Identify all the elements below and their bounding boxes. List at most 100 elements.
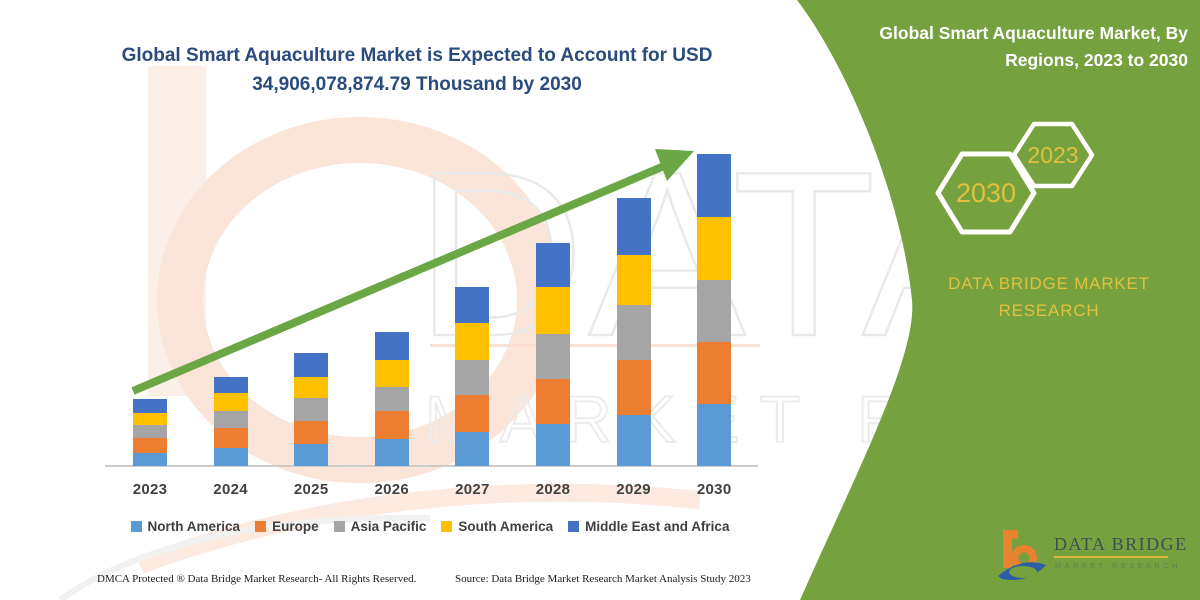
legend-swatch [255, 521, 267, 532]
x-axis-label-2025: 2025 [293, 481, 329, 498]
hexagon-2030 [935, 151, 1037, 235]
logo-subtitle: MARKET RESEARCH [1055, 561, 1181, 570]
brand-name: DATA BRIDGE MARKET RESEARCH [948, 274, 1150, 321]
logo-d-swoosh [998, 562, 1046, 581]
bar-segment-europe [294, 421, 329, 444]
legend-label: Asia Pacific [350, 519, 427, 534]
bar-segment-north-america [294, 444, 329, 466]
databridge-logo: DATA BRIDGE MARKET RESEARCH [996, 524, 1186, 588]
bar-segment-europe [133, 438, 167, 453]
x-axis-label-2023: 2023 [132, 481, 168, 498]
x-axis-label-2027: 2027 [455, 481, 490, 498]
bar-segment-asia-pacific [294, 398, 329, 421]
legend-label: Middle East and Africa [585, 519, 730, 534]
hexagon-badges: 2030 2023 [935, 121, 1095, 235]
logo-b-bowl-hole [1018, 552, 1030, 564]
legend-swatch [441, 521, 453, 532]
bar-segment-asia-pacific [455, 360, 490, 395]
bar-segment-north-america [697, 404, 732, 466]
right-panel-heading: Global Smart Aquaculture Market, By Regi… [879, 23, 1188, 71]
hexagon-2023-label: 2023 [1027, 142, 1078, 168]
bar-segment-middle-east-and-africa [616, 198, 651, 255]
logo-underline [1054, 556, 1168, 558]
bar-segment-north-america [616, 415, 651, 466]
watermark-logo-b-tail [430, 344, 760, 347]
logo-b-stem [1003, 530, 1018, 568]
bar-segment-middle-east-and-africa [294, 353, 329, 377]
x-axis-label-2029: 2029 [616, 481, 651, 498]
bar-segment-south-america [374, 360, 409, 387]
legend-swatch [568, 521, 580, 532]
green-panel-shape [797, 0, 1200, 600]
watermark-text-databridge: DATA BRIDGE [415, 122, 1200, 385]
bar-2023 [133, 399, 167, 466]
legend-item-north-america: North America [130, 519, 241, 534]
bar-segment-europe [697, 342, 732, 404]
logo-icon [998, 530, 1046, 581]
source-note: Source: Data Bridge Market Research Mark… [455, 573, 751, 585]
bar-segment-europe [374, 411, 409, 439]
watermark-logo-b-bowl [157, 117, 563, 483]
bar-segment-europe [213, 428, 248, 448]
legend-swatch [130, 521, 142, 532]
bar-segment-north-america [455, 432, 490, 466]
chart-title: Global Smart Aquaculture Market is Expec… [121, 45, 713, 95]
bar-segment-asia-pacific [133, 425, 167, 438]
bar-segment-asia-pacific [616, 305, 651, 360]
chart-legend: North America Europe Asia Pacific South Ame… [100, 519, 760, 534]
legend-item-asia-pacific: Asia Pacific [333, 519, 427, 534]
bar-segment-south-america [133, 413, 167, 425]
x-axis-label-2024: 2024 [213, 481, 248, 498]
hexagon-2030-label: 2030 [956, 178, 1016, 208]
bar-segment-middle-east-and-africa [697, 154, 732, 217]
bar-segment-middle-east-and-africa [213, 377, 248, 393]
bar-segment-europe [536, 379, 570, 424]
legend-item-middle-east-and-africa: Middle East and Africa [568, 519, 729, 534]
growth-arrow-head [655, 149, 694, 181]
x-axis-label-2026: 2026 [374, 481, 410, 498]
logo-d-swoosh-hole [1009, 566, 1037, 578]
bar-segment-middle-east-and-africa [374, 332, 409, 360]
watermark-logo-b-stem [148, 66, 206, 396]
bar-segment-south-america [294, 377, 329, 398]
legend-item-europe: Europe [255, 519, 319, 534]
bar-segment-north-america [374, 439, 409, 466]
bar-2025 [294, 353, 329, 466]
x-axis-label-2028: 2028 [535, 481, 571, 498]
bar-segment-south-america [536, 287, 570, 334]
hexagon-2023 [1011, 121, 1095, 189]
bar-segment-south-america [213, 393, 248, 411]
bar-segment-south-america [616, 255, 651, 305]
bar-segment-north-america [133, 453, 167, 466]
bar-2024 [213, 377, 248, 466]
bar-segment-europe [455, 395, 490, 432]
watermark-logo-b-swoosh [136, 483, 701, 574]
legend-label: South America [458, 519, 554, 534]
legend-label: North America [147, 519, 241, 534]
bar-segment-middle-east-and-africa [536, 243, 570, 287]
bar-segment-middle-east-and-africa [455, 287, 490, 323]
bar-segment-europe [616, 360, 651, 415]
bar-2026 [374, 332, 409, 466]
bar-2029 [616, 198, 651, 466]
legend-item-south-america: South America [441, 519, 553, 534]
logo-b-bowl [1011, 545, 1037, 571]
bar-segment-north-america [536, 424, 570, 466]
growth-arrow-shaft [131, 162, 666, 395]
watermark-text-marketresearch: MARKET RESEARCH [425, 382, 1200, 456]
watermark-arc [58, 514, 431, 600]
legend-swatch [333, 521, 345, 532]
bar-segment-middle-east-and-africa [133, 399, 167, 413]
bar-2028 [536, 243, 570, 466]
bar-2027 [455, 287, 490, 466]
legend-label: Europe [272, 519, 319, 534]
bar-segment-asia-pacific [374, 387, 409, 411]
bar-segment-asia-pacific [697, 280, 732, 342]
bar-segment-south-america [697, 217, 732, 280]
bar-segment-asia-pacific [213, 411, 248, 428]
